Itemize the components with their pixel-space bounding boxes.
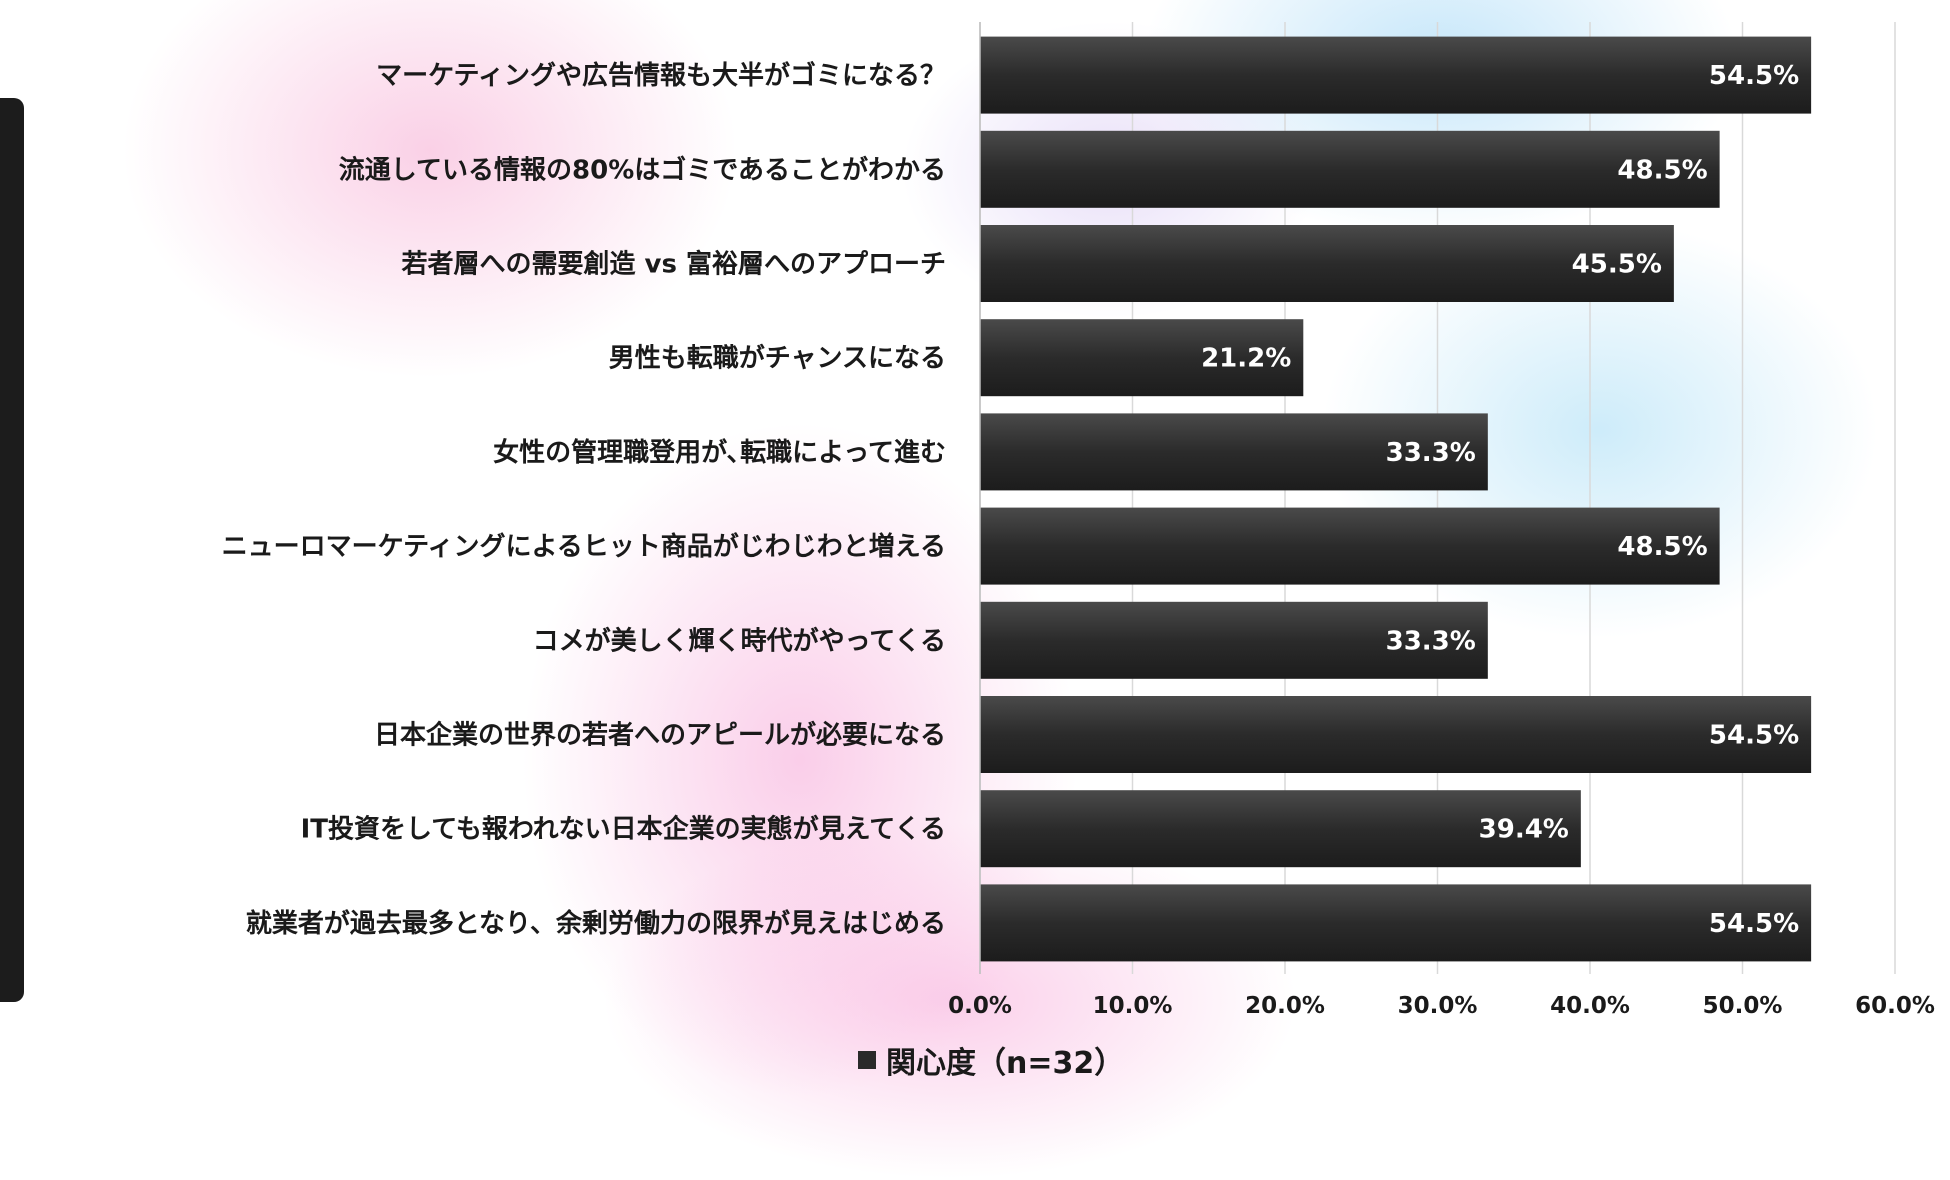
bar [980,884,1812,962]
bar [980,696,1812,773]
bar [980,319,1304,397]
x-tick-label: 0.0% [948,993,1012,1019]
data-label: 48.5% [1617,532,1707,562]
bar [980,225,1674,302]
legend-swatch [858,1051,876,1069]
data-label: 33.3% [1386,438,1476,468]
data-label: 48.5% [1617,155,1707,185]
category-label: IT投資をしても報われない日本企業の実態が見えてくる [301,814,946,845]
legend-label: 関心度（n=32） [886,1046,1125,1081]
data-label: 21.2% [1201,344,1291,374]
left-accent-bar [0,98,24,1002]
data-label: 54.5% [1709,909,1799,939]
bar [980,413,1488,491]
category-label: 女性の管理職登用が､転職によって進む [493,437,946,468]
x-tick-label: 20.0% [1245,993,1325,1019]
data-label: 54.5% [1709,721,1799,751]
category-label: マーケティングや広告情報も大半がゴミになる？ [376,60,946,91]
bar [980,130,1720,208]
bar [980,790,1581,868]
bar-chart: 0.0% 10.0% 20.0% 30.0% 40.0% 50.0% 60.0% マーケティン… [222,22,1935,1019]
data-label: 39.4% [1479,815,1569,845]
legend: 関心度（n=32） [858,1040,1125,1081]
x-tick-label: 50.0% [1703,993,1783,1019]
category-label: コメが美しく輝く時代がやってくる [533,625,946,656]
data-label: 45.5% [1572,250,1662,280]
category-label: ニューロマーケティングによるヒット商品がじわじわと増える [222,531,946,562]
x-tick-label: 60.0% [1855,993,1935,1019]
data-label: 54.5% [1709,61,1799,91]
category-label: 流通している情報の80%はゴミであることがわかる [339,154,946,185]
bar [980,601,1488,679]
x-tick-label: 10.0% [1093,993,1173,1019]
x-tick-label: 40.0% [1550,993,1630,1019]
category-label: 日本企業の世界の若者へのアピールが必要になる [374,720,946,751]
bar [980,507,1720,585]
category-label: 若者層への需要創造 vs 富裕層へのアプローチ [401,249,946,280]
data-label: 33.3% [1386,626,1476,656]
x-tick-label: 30.0% [1398,993,1478,1019]
bar [980,36,1812,114]
category-label: 就業者が過去最多となり、余剰労働力の限界が見えはじめる [246,908,946,939]
category-label: 男性も転職がチャンスになる [609,343,946,374]
